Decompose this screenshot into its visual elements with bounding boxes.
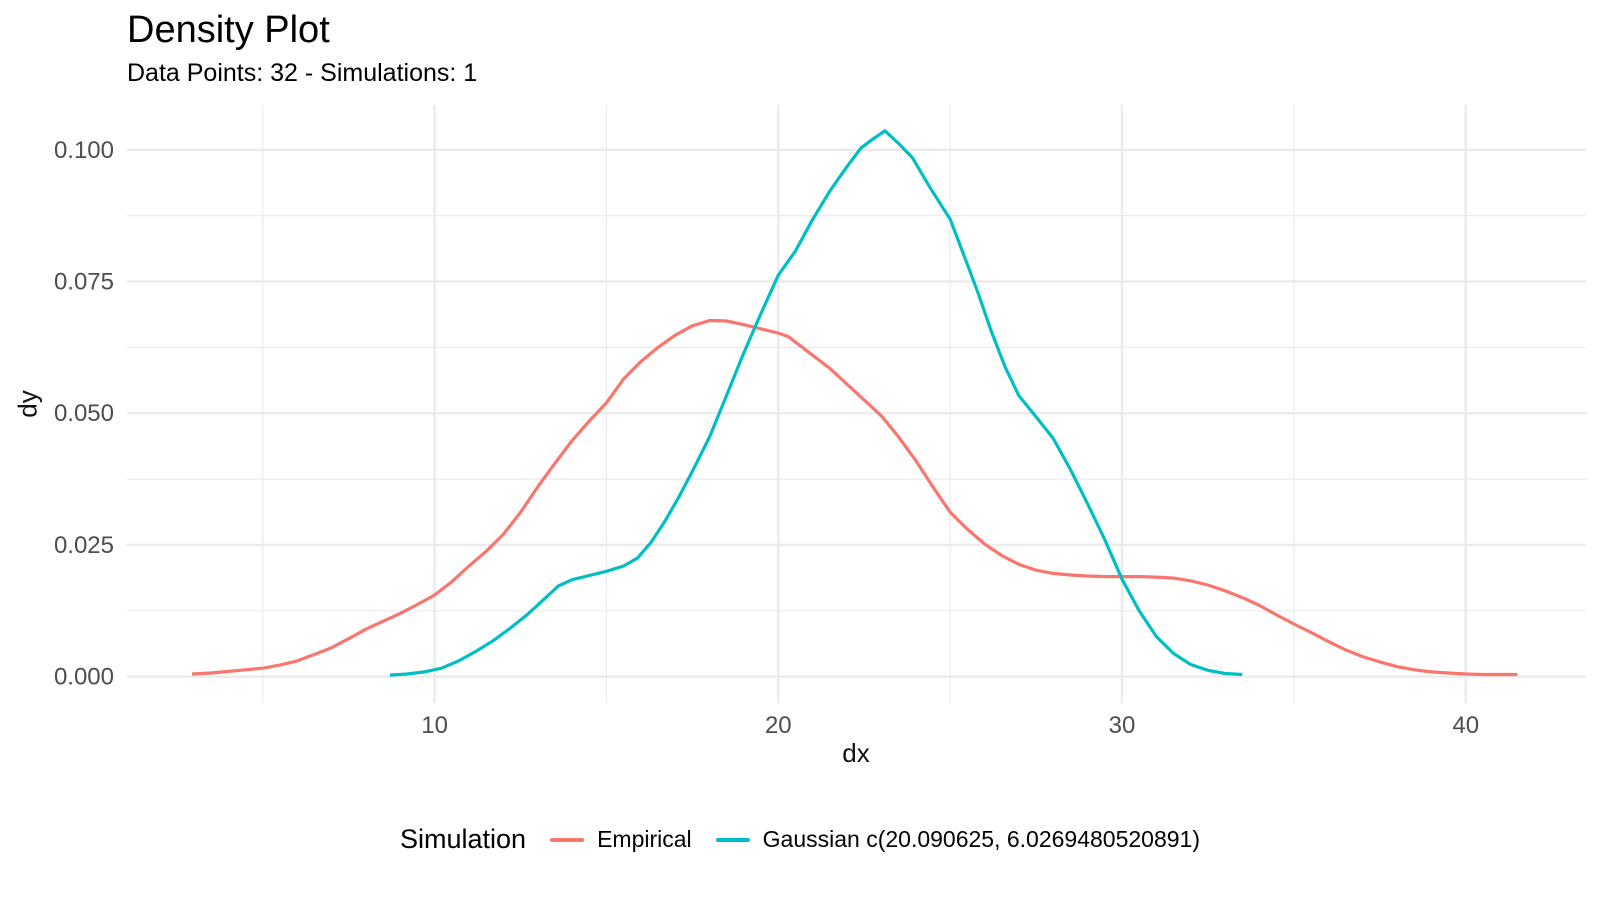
y-tick-label-0.100: 0.100 xyxy=(54,137,114,164)
x-tick-label-30: 30 xyxy=(1109,712,1136,739)
x-tick-label-40: 40 xyxy=(1452,712,1479,739)
legend-label-gaussian: Gaussian c(20.090625, 6.0269480520891) xyxy=(762,826,1200,852)
legend: Simulation Empirical Gaussian c(20.09062… xyxy=(0,824,1600,855)
x-tick-label-10: 10 xyxy=(421,712,448,739)
density-curve-gaussian xyxy=(389,129,1243,677)
legend-key-empirical-line-icon xyxy=(550,837,585,842)
x-tick-label-20: 20 xyxy=(765,712,792,739)
density-curve-empirical xyxy=(191,318,1518,677)
legend-entry-gaussian: Gaussian c(20.090625, 6.0269480520891) xyxy=(715,826,1200,853)
y-tick-label-0.025: 0.025 xyxy=(54,532,114,559)
x-axis-title: dx xyxy=(842,738,870,768)
legend-key-gaussian-line-icon xyxy=(715,837,750,842)
legend-label-empirical: Empirical xyxy=(597,826,692,852)
chart-subtitle: Data Points: 32 - Simulations: 1 xyxy=(127,59,478,87)
y-tick-label-0.050: 0.050 xyxy=(54,400,114,427)
y-tick-label-0.075: 0.075 xyxy=(54,269,114,296)
y-axis-title: dy xyxy=(12,390,43,418)
legend-entry-empirical: Empirical xyxy=(550,826,692,853)
chart-title: Density Plot xyxy=(127,9,330,51)
legend-title: Simulation xyxy=(400,824,527,854)
y-tick-label-0.000: 0.000 xyxy=(54,664,114,691)
